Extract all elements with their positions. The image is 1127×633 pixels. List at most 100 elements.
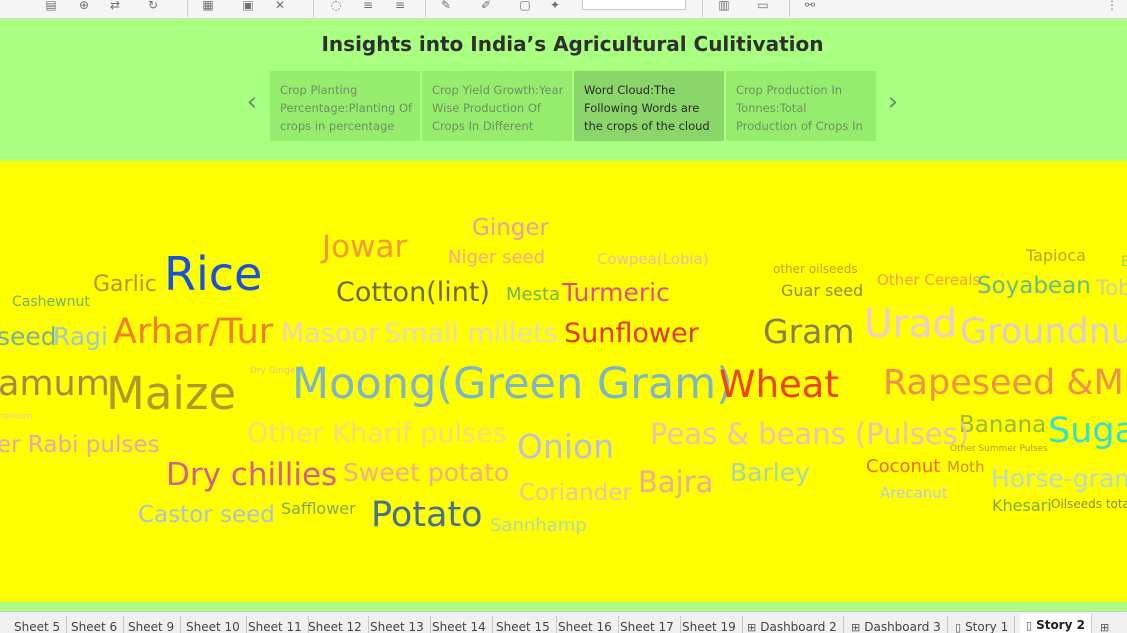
cloud-word[interactable]: amum <box>0 364 110 404</box>
show-cards-icon[interactable]: ▥ <box>718 0 730 12</box>
add-data-source-icon[interactable]: ⊕ <box>78 0 90 12</box>
cloud-word[interactable]: Dry Ginger <box>250 366 299 376</box>
cloud-word[interactable]: Peas & beans (Pulses) <box>650 417 970 451</box>
cloud-word[interactable]: namom <box>0 412 33 422</box>
highlight-icon[interactable]: ✎ <box>440 0 452 12</box>
tab-sheet-10[interactable]: Sheet 10 <box>180 616 247 633</box>
tab-story-1[interactable]: ▯ Story 1 <box>949 616 1016 633</box>
cloud-word[interactable]: Sannhamp <box>490 515 587 536</box>
cloud-word[interactable]: Bajra <box>638 465 714 499</box>
sort-descending-icon[interactable]: ≡ <box>394 0 406 12</box>
tab-sheet-5[interactable]: Sheet 5 <box>8 616 68 633</box>
sort-ascending-icon[interactable]: ≡ <box>362 0 374 12</box>
tab-sheet-19[interactable]: Sheet 19 <box>676 616 743 633</box>
tab-sheet-14[interactable]: Sheet 14 <box>426 616 493 633</box>
cloud-word[interactable]: Arhar/Tur <box>113 312 274 352</box>
cloud-word[interactable]: Maize <box>106 367 237 420</box>
cloud-word[interactable]: seed <box>0 322 57 351</box>
fit-icon[interactable]: ▢ <box>519 0 531 12</box>
cloud-word[interactable]: Moth <box>947 458 985 476</box>
cloud-word[interactable]: Cotton(lint) <box>336 277 490 308</box>
cloud-word[interactable]: Garlic <box>93 272 157 297</box>
cloud-word[interactable]: Gram <box>763 312 855 351</box>
cloud-word[interactable]: Guar seed <box>781 281 864 300</box>
cloud-word[interactable]: Other Kharif pulses <box>247 418 507 449</box>
tab-label: Sheet 16 <box>558 620 612 633</box>
redo-icon[interactable]: ↻ <box>147 0 159 12</box>
cloud-word[interactable]: Sunflower <box>564 318 699 349</box>
story-point-4[interactable]: Crop Production In Tonnes:Total Producti… <box>726 71 876 141</box>
cloud-word[interactable]: Other Cereals <box>877 271 981 289</box>
cloud-word[interactable]: Khesari <box>992 496 1052 515</box>
new-sheet-icon[interactable]: ▦ <box>202 0 214 12</box>
tab-sheet-6[interactable]: Sheet 6 <box>65 616 125 633</box>
cloud-word[interactable]: Cashewnut <box>12 294 90 310</box>
tab-sheet-9[interactable]: Sheet 9 <box>122 616 182 633</box>
cloud-word[interactable]: Coconut <box>866 456 941 477</box>
cloud-word[interactable]: B <box>1121 254 1127 270</box>
cloud-word[interactable]: other oilseeds <box>773 262 858 276</box>
story-point-1[interactable]: Crop Planting Percentage:Planting Of cro… <box>270 71 420 141</box>
cloud-word[interactable]: Suga <box>1048 411 1127 451</box>
cloud-word[interactable]: Rapeseed &Mu <box>883 363 1127 403</box>
tab-sheet-11[interactable]: Sheet 11 <box>242 616 309 633</box>
previous-story-point-button[interactable]: ‹ <box>246 87 258 117</box>
pin-icon[interactable]: ✦ <box>549 0 561 12</box>
cloud-word[interactable]: Barley <box>730 458 810 487</box>
cloud-word[interactable]: Masoor <box>281 318 380 349</box>
cloud-word[interactable]: Dry chillies <box>166 457 338 493</box>
cloud-word[interactable]: Banana <box>959 412 1047 438</box>
tab-sheet-16[interactable]: Sheet 16 <box>552 616 619 633</box>
cloud-word[interactable]: Tob <box>1096 276 1127 300</box>
cloud-word[interactable]: Rice <box>164 247 263 301</box>
cloud-word[interactable]: Oilseeds total <box>1051 497 1127 511</box>
pause-icon[interactable]: ◌ <box>330 0 342 12</box>
next-story-point-button[interactable]: › <box>887 87 899 117</box>
tab-story-2[interactable]: ▯ Story 2 <box>1020 614 1092 633</box>
story-point-3[interactable]: Word Cloud:The Following Words are the c… <box>574 71 724 141</box>
cloud-word[interactable]: Mesta <box>506 284 561 305</box>
cloud-word[interactable]: Ginger <box>472 215 549 241</box>
save-icon[interactable]: ▤ <box>45 0 57 12</box>
cloud-word[interactable]: Other Summer Pulses <box>950 444 1048 454</box>
cloud-word[interactable]: Castor seed <box>138 502 275 528</box>
tab-sheet-15[interactable]: Sheet 15 <box>490 616 557 633</box>
present-icon[interactable]: ▭ <box>757 0 769 12</box>
tab-dashboard-3[interactable]: ⊞ Dashboard 3 <box>845 616 948 633</box>
cloud-word[interactable]: er Rabi pulses <box>0 432 160 458</box>
story-point-2[interactable]: Crop Yield Growth:Year Wise Production O… <box>422 71 572 141</box>
cloud-word[interactable]: Cowpea(Lobia) <box>597 250 709 268</box>
cloud-word[interactable]: Small millets <box>384 318 558 349</box>
cloud-word[interactable]: Wheat <box>719 363 839 406</box>
cloud-word[interactable]: Groundnu <box>960 312 1127 352</box>
cloud-word[interactable]: Potato <box>371 495 483 535</box>
fit-dropdown[interactable] <box>582 0 686 10</box>
cloud-word[interactable]: Turmeric <box>562 278 670 307</box>
toolbar-divider <box>702 0 703 17</box>
swap-icon[interactable]: ⇄ <box>109 0 121 12</box>
cloud-word[interactable]: Sweet potato <box>343 458 510 487</box>
cloud-word[interactable]: Jowar <box>322 229 408 265</box>
annotate-icon[interactable]: ✐ <box>480 0 492 12</box>
cloud-word[interactable]: Arecanut <box>880 484 948 502</box>
cloud-word[interactable]: Niger seed <box>448 247 546 268</box>
tab-label: Sheet 15 <box>496 620 550 633</box>
cloud-word[interactable]: Urad <box>864 302 958 347</box>
cloud-word[interactable]: Safflower <box>281 499 356 518</box>
tab-sheet-17[interactable]: Sheet 17 <box>614 616 681 633</box>
cloud-word[interactable]: Coriander <box>519 480 632 506</box>
share-icon[interactable]: ⚯ <box>804 0 816 12</box>
tab-sheet-12[interactable]: Sheet 12 <box>302 616 369 633</box>
cloud-word[interactable]: Horse-gram <box>991 464 1127 493</box>
tab-sheet-13[interactable]: Sheet 13 <box>364 616 431 633</box>
cloud-word[interactable]: Ragi <box>53 322 108 351</box>
more-icon[interactable]: ⋮ <box>1106 0 1118 12</box>
clear-icon[interactable]: ✕ <box>274 0 286 12</box>
new-sheet-tab-button[interactable]: ⊞ <box>1094 616 1119 633</box>
clear-sheet-icon[interactable]: ▣ <box>242 0 254 12</box>
cloud-word[interactable]: Tapioca <box>1026 246 1086 265</box>
cloud-word[interactable]: Onion <box>517 427 615 466</box>
cloud-word[interactable]: Moong(Green Gram) <box>292 359 733 409</box>
tab-dashboard-2[interactable]: ⊞ Dashboard 2 <box>741 616 844 633</box>
cloud-word[interactable]: Soyabean <box>977 273 1091 299</box>
